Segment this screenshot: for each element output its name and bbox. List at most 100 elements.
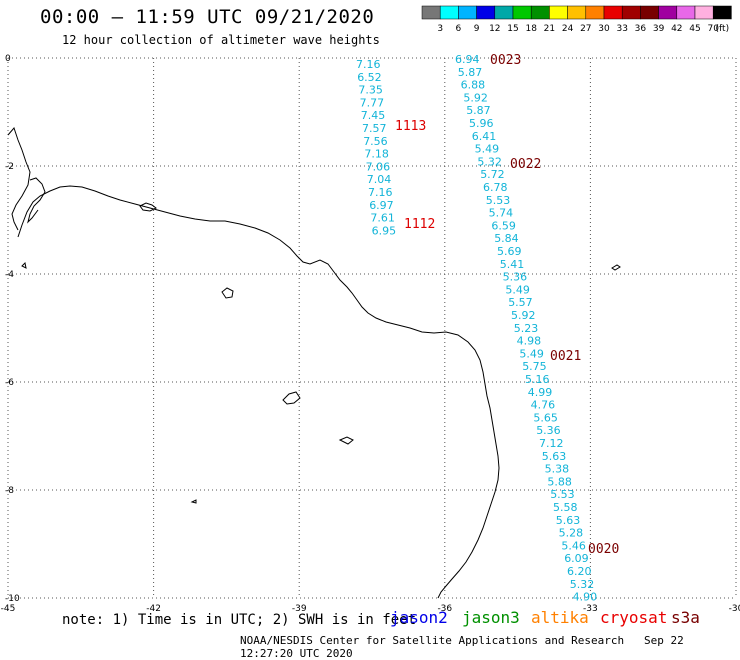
legend-label: 21 [544,24,555,34]
swh-value: 5.38 [545,463,570,476]
y-tick-label: 0 [5,54,11,64]
satellite-altika: altika [531,608,589,627]
swh-value: 5.92 [511,309,536,322]
coastline-mainland [17,185,500,599]
swh-value: 4.98 [517,335,542,348]
swh-value: 7.61 [370,212,395,225]
time-label: 0020 [588,542,619,557]
legend-label: (ft) [716,24,730,34]
swh-value: 5.53 [486,194,511,207]
legend-label: 39 [653,24,665,34]
swh-value: 5.87 [466,104,491,117]
x-tick-label: -42 [146,604,161,614]
altimeter-tracks: 7.166.527.357.777.457.577.567.187.067.04… [356,53,619,604]
x-tick-label: -33 [583,604,598,614]
legend-label: 36 [635,24,647,34]
x-tick-label: -36 [437,604,452,614]
swh-value: 7.56 [363,135,388,148]
swh-value: 5.63 [556,514,581,527]
y-tick-label: -10 [5,594,20,604]
island-7 [190,499,197,504]
legend-swatch [585,5,605,20]
swh-value: 5.84 [494,232,519,245]
x-tick-label: -30 [729,604,740,614]
legend-swatch [549,5,568,20]
legend-label: 45 [689,24,700,34]
swh-value: 6.78 [483,181,508,194]
legend-label: 70 [707,24,719,34]
legend-swatch [421,5,441,20]
swh-value: 5.63 [542,450,567,463]
x-tick-label: -45 [1,604,16,614]
swh-value: 6.95 [372,224,397,237]
legend-swatch [530,5,550,20]
legend-swatch [676,5,696,20]
legend-swatch [494,5,514,20]
legend-label: 33 [616,24,627,34]
legend-swatch [476,5,496,20]
axis-ticks: -45 -42 -39 -36 -33 -30 0 -2 -4 -6 -8 -10 [1,54,740,614]
swh-value: 5.28 [559,527,584,540]
legend-swatch [603,5,623,20]
coastline-bay [7,127,31,231]
coastline [7,127,621,599]
swh-value: 5.92 [463,91,488,104]
legend-swatch [712,5,732,20]
swh-value: 5.72 [480,168,505,181]
map-title: 00:00 – 11:59 UTC 09/21/2020 [40,6,375,28]
map-grid [7,57,737,599]
legend-label: 42 [671,24,682,34]
swh-value: 5.57 [508,296,533,309]
legend-swatch [621,5,641,20]
legend-label: 18 [525,24,537,34]
swh-value: 7.18 [364,148,389,161]
legend-swatch [567,5,587,20]
legend-swatch [512,5,532,20]
legend-label: 3 [437,24,443,34]
swh-value: 7.57 [362,122,387,135]
y-tick-label: -4 [5,270,14,280]
map-subtitle: 12 hour collection of altimeter wave hei… [62,33,380,47]
time-label: 1113 [395,119,426,134]
credit-text: NOAA/NESDIS Center for Satellite Applica… [240,634,625,647]
legend-swatch [640,5,659,20]
swh-value: 6.59 [491,219,516,232]
swh-value: 6.41 [472,130,497,143]
swh-value: 5.75 [522,360,547,373]
swh-value: 6.88 [461,79,486,92]
swh-value: 6.20 [567,565,592,578]
swh-value: 5.36 [503,271,527,284]
satellite-jason2: jason2 [390,608,448,627]
swh-value: 5.88 [547,475,572,488]
swh-value: 7.16 [356,58,381,71]
island-6 [21,261,27,269]
swh-value: 5.36 [536,424,561,437]
legend-label: 9 [474,24,480,34]
swh-value: 4.99 [528,386,553,399]
x-tick-label: -39 [292,604,307,614]
legend-swatch [458,5,477,20]
footer-credit: NOAA/NESDIS Center for Satellite Applica… [240,634,740,660]
time-label: 1112 [404,217,435,232]
satellite-s3a: s3a [671,608,700,627]
island-3 [282,391,301,405]
y-tick-label: -8 [5,486,14,496]
coastline-inlet [27,177,46,224]
swh-value: 7.04 [367,173,392,186]
units-note: note: 1) Time is in UTC; 2) SWH is in fe… [62,612,417,628]
swh-value: 5.16 [525,373,550,386]
swh-value: 5.53 [550,488,575,501]
swh-value: 7.77 [360,96,385,109]
time-label: 0023 [490,53,521,68]
swh-value: 6.97 [369,199,394,212]
swh-value: 5.49 [505,283,530,296]
satellite-cryosat: cryosat [600,608,668,627]
legend-label: 24 [562,24,574,34]
time-label: 0021 [550,349,581,364]
swh-value: 7.16 [368,186,393,199]
swh-value: 5.58 [553,501,578,514]
swh-value: 6.52 [357,71,382,84]
time-label: 0022 [510,157,541,172]
swh-value: 5.87 [458,66,483,79]
legend-label: 27 [580,24,591,34]
